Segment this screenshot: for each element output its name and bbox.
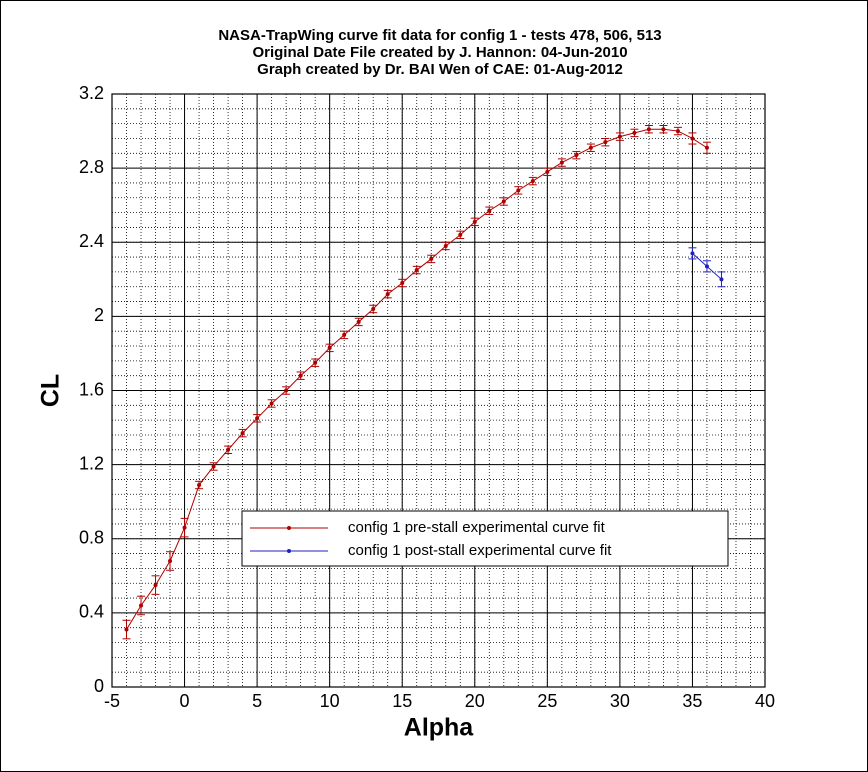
y-tick-label: 2.4 (79, 231, 104, 251)
legend: config 1 pre-stall experimental curve fi… (241, 510, 729, 567)
axes-box (111, 93, 766, 688)
data-point (168, 558, 173, 563)
data-point (400, 281, 405, 286)
data-point (182, 525, 187, 530)
chart-title: NASA-TrapWing curve fit data for config … (218, 27, 661, 44)
data-point (559, 160, 564, 165)
y-tick-label: 2.8 (79, 157, 104, 177)
legend-box (241, 510, 729, 567)
data-point (139, 603, 144, 608)
data-point (617, 134, 622, 139)
y-tick-label: 2 (94, 305, 104, 325)
x-tick-label: 40 (755, 691, 775, 711)
data-point (704, 145, 709, 150)
x-tick-label: 5 (252, 691, 262, 711)
data-point (690, 136, 695, 141)
y-tick-label: 3.2 (79, 83, 104, 103)
legend-marker (287, 549, 291, 553)
chart-title: Original Date File created by J. Hannon:… (252, 44, 627, 61)
x-tick-label: -5 (104, 691, 120, 711)
chart-title: Graph created by Dr. BAI Wen of CAE: 01-… (257, 61, 623, 78)
y-tick-label: 0 (94, 676, 104, 696)
data-point (255, 416, 260, 421)
data-point (704, 264, 709, 269)
data-point (458, 232, 463, 237)
data-point (356, 319, 361, 324)
data-point (501, 199, 506, 204)
legend-label: config 1 pre-stall experimental curve fi… (348, 519, 606, 536)
data-point (298, 373, 303, 378)
x-tick-label: 20 (465, 691, 485, 711)
legend-label: config 1 post-stall experimental curve f… (348, 542, 612, 559)
data-point (632, 130, 637, 135)
data-point (124, 627, 129, 632)
data-point (240, 431, 245, 436)
data-point (545, 169, 550, 174)
x-tick-label: 25 (537, 691, 557, 711)
legend-marker (287, 526, 291, 530)
data-point (371, 306, 376, 311)
data-point (342, 332, 347, 337)
x-axis-label: Alpha (404, 714, 475, 742)
y-tick-label: 0.4 (79, 602, 104, 622)
x-tick-label: 10 (320, 691, 340, 711)
y-tick-label: 0.8 (79, 528, 104, 548)
y-axis-label: CL (37, 374, 65, 407)
data-point (690, 251, 695, 256)
data-point (429, 256, 434, 261)
data-point (226, 447, 231, 452)
data-point (313, 360, 318, 365)
data-point (153, 583, 158, 588)
data-point (327, 345, 332, 350)
data-point (646, 127, 651, 132)
x-tick-label: 35 (682, 691, 702, 711)
y-tick-label: 1.2 (79, 453, 104, 473)
data-point (588, 145, 593, 150)
data-point (197, 483, 202, 488)
data-point (487, 208, 492, 213)
data-point (211, 464, 216, 469)
data-point (269, 401, 274, 406)
x-tick-label: 15 (392, 691, 412, 711)
x-tick-label: 30 (610, 691, 630, 711)
data-point (414, 268, 419, 273)
data-point (443, 243, 448, 248)
x-tick-label: 0 (180, 691, 190, 711)
data-point (574, 153, 579, 158)
data-point (530, 179, 535, 184)
data-point (719, 277, 724, 282)
data-point (472, 219, 477, 224)
data-point (385, 292, 390, 297)
data-point (516, 188, 521, 193)
data-point (603, 140, 608, 145)
data-point (661, 127, 666, 132)
data-point (284, 388, 289, 393)
y-tick-label: 1.6 (79, 379, 104, 399)
data-point (675, 129, 680, 134)
